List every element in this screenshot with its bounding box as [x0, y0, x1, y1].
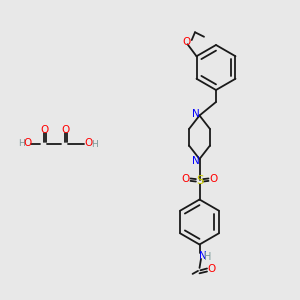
Text: O: O	[207, 264, 216, 274]
Text: O: O	[23, 138, 32, 148]
Text: H: H	[18, 139, 24, 148]
Text: O: O	[181, 173, 189, 184]
Text: N: N	[192, 109, 200, 119]
Text: N: N	[199, 251, 207, 261]
Text: O: O	[210, 173, 218, 184]
Text: S: S	[196, 173, 203, 187]
Text: N: N	[192, 155, 200, 166]
Text: O: O	[182, 37, 190, 47]
Text: H: H	[91, 140, 98, 149]
Text: O: O	[40, 125, 49, 135]
Text: O: O	[61, 125, 70, 135]
Text: H: H	[204, 251, 211, 262]
Text: O: O	[84, 138, 93, 148]
